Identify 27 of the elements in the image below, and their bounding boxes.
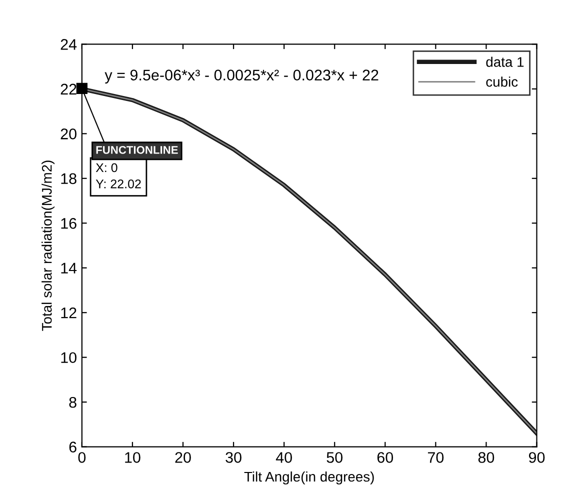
annotation: X: 0 Y: 22.02 (96, 163, 141, 188)
x-tick-label: 70 (428, 452, 444, 463)
y-tick-label: 10 (61, 352, 76, 364)
y-tick-label: 20 (60, 128, 76, 140)
x-tick-label: 20 (175, 452, 191, 463)
y-tick-label: 24 (60, 39, 77, 50)
y-tick-label: 16 (61, 218, 76, 229)
legend-label: data 1 (486, 56, 524, 67)
x-tick-label: 60 (377, 452, 394, 463)
annotation: FUNCTIONLINE (96, 146, 178, 154)
y-axis-title: Total solar radiation(MJ/m2) (42, 160, 55, 331)
legend-label: cubic (486, 76, 518, 87)
y-tick-label: 18 (61, 173, 76, 184)
y-tick-label: 6 (69, 442, 76, 452)
x-tick-label: 40 (276, 452, 292, 463)
x-axis-title: Tilt Angle(in degrees) (244, 471, 374, 484)
x-tick-label: 30 (226, 452, 242, 463)
y-tick-label: 22 (60, 84, 76, 94)
y-tick-label: 14 (61, 262, 77, 274)
x-tick-label: 80 (478, 452, 494, 463)
y-tick-label: 12 (61, 307, 76, 318)
x-tick-label: 50 (326, 452, 343, 463)
annotation: y = 9.5e-06*x³ - 0.0025*x² - 0.023*x + 22 (104, 70, 378, 84)
x-tick-label: 0 (78, 452, 86, 463)
y-tick-label: 8 (69, 396, 76, 408)
x-tick-label: 10 (125, 452, 140, 463)
x-tick-label: 90 (528, 452, 545, 463)
